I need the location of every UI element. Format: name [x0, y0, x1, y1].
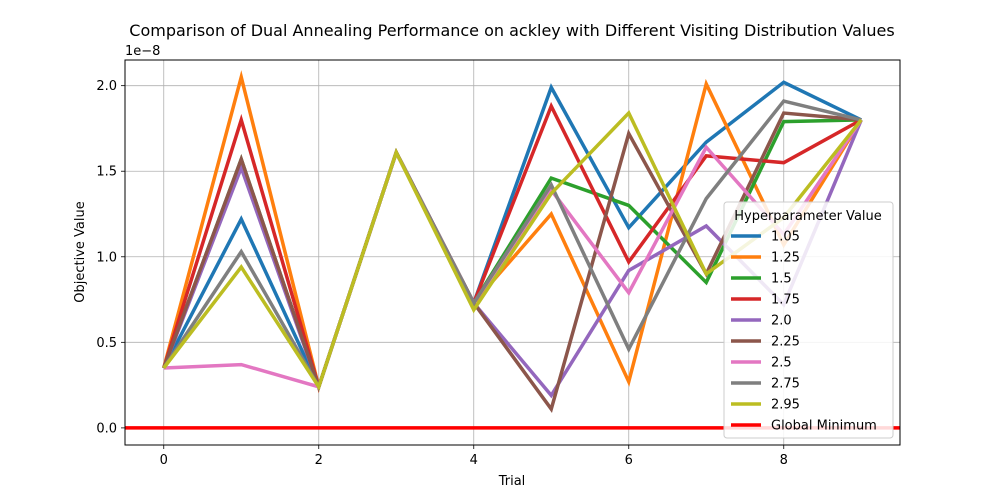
y-axis-label: Objective Value — [73, 201, 88, 302]
ticks: 0 2 4 6 8 0.0 0.5 1.0 1.5 2.0 — [96, 79, 788, 468]
legend-label: 1.75 — [771, 293, 800, 308]
legend-label: 1.05 — [771, 230, 800, 245]
legend-label: 1.5 — [771, 272, 792, 287]
x-tick-label: 8 — [780, 453, 788, 468]
legend-label: 2.0 — [771, 314, 792, 329]
series-line-1.75 — [162, 101, 863, 393]
series-line-1.05 — [162, 80, 863, 392]
legend-label: Global Minimum — [771, 419, 877, 434]
y-tick-label: 0.5 — [96, 336, 117, 351]
legend-label: 2.75 — [771, 377, 800, 392]
x-axis-label: Trial — [498, 474, 526, 489]
y-tick-label: 0.0 — [96, 421, 117, 436]
legend-label: 2.5 — [771, 356, 792, 371]
legend-label: 2.25 — [771, 335, 800, 350]
legend-label: 1.25 — [771, 251, 800, 266]
chart-title: Comparison of Dual Annealing Performance… — [129, 21, 894, 40]
series-line-1.25 — [162, 70, 863, 394]
legend: Hyperparameter Value 1.05 1.25 1.5 1.75 2.0 2… — [723, 201, 894, 439]
plot-frame — [124, 59, 901, 446]
x-tick-label: 2 — [315, 453, 323, 468]
y-tick-label: 2.0 — [96, 79, 117, 94]
x-tick-label: 4 — [470, 453, 478, 468]
legend-box — [723, 201, 894, 439]
y-tick-label: 1.5 — [96, 165, 117, 180]
legend-label: 2.95 — [771, 398, 800, 413]
y-scale-offset: 1e−8 — [125, 44, 160, 59]
legend-title: Hyperparameter Value — [734, 209, 882, 224]
x-tick-label: 6 — [625, 453, 633, 468]
series-line-2.75 — [162, 99, 862, 392]
y-tick-label: 1.0 — [96, 250, 117, 265]
x-tick-label: 0 — [160, 453, 168, 468]
legend-items: 1.05 1.25 1.5 1.75 2.0 2.25 2.5 2.75 2.95 Global … — [731, 230, 877, 434]
